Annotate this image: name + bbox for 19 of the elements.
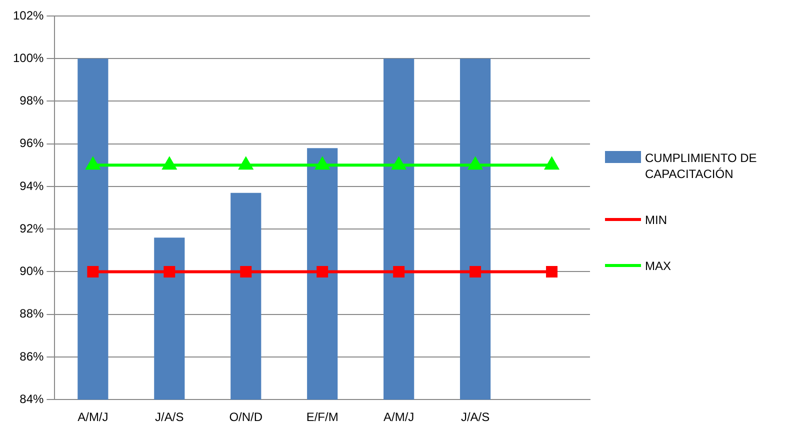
x-tick-label: A/M/J bbox=[383, 410, 414, 424]
legend-label: CUMPLIMIENTO DE CAPACITACIÓN bbox=[645, 150, 758, 182]
y-tick-label: 94% bbox=[20, 178, 44, 193]
y-tick-label: 92% bbox=[20, 221, 44, 236]
x-tick-label: J/A/S bbox=[460, 410, 490, 424]
y-tick-label: 98% bbox=[20, 94, 44, 108]
y-tick-label: 90% bbox=[20, 264, 44, 278]
legend-label: MAX bbox=[645, 258, 672, 274]
y-tick-label: 96% bbox=[20, 136, 44, 150]
y-tick-label: 84% bbox=[20, 392, 44, 406]
y-tick-label: 100% bbox=[12, 50, 44, 65]
y-tick-label: 88% bbox=[20, 306, 44, 321]
legend-label: MIN bbox=[645, 212, 668, 228]
y-tick-label: 102% bbox=[12, 8, 44, 22]
y-tick-label: 86% bbox=[20, 349, 44, 364]
x-tick-label: J/A/S bbox=[155, 410, 184, 424]
x-tick-label: A/M/J bbox=[78, 410, 108, 424]
x-tick-label: O/N/D bbox=[229, 410, 263, 424]
x-tick-label: E/F/M bbox=[306, 410, 338, 424]
